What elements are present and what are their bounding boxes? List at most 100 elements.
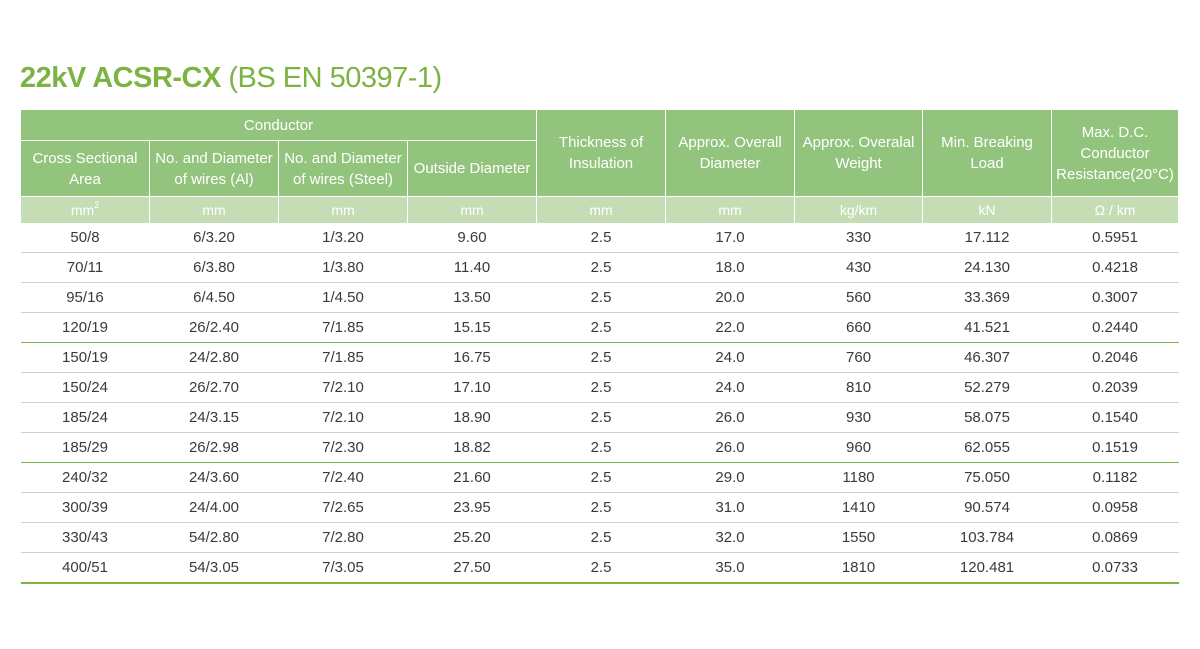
cell-weight: 1410	[794, 492, 923, 523]
cell-outside-diameter: 17.10	[407, 372, 537, 403]
cell-thickness: 2.5	[536, 432, 666, 463]
cell-wires-steel: 7/2.10	[278, 372, 408, 403]
unit-thickness: mm	[536, 196, 667, 223]
header-overall-diameter: Approx. Overall Diameter	[665, 110, 796, 197]
cell-overall-diameter: 20.0	[665, 282, 795, 313]
cell-resistance: 0.4218	[1051, 252, 1179, 283]
cell-wires-steel: 7/3.05	[278, 552, 408, 584]
cell-resistance: 0.5951	[1051, 223, 1179, 253]
cell-wires-steel: 7/2.40	[278, 462, 408, 493]
cell-wires-al: 6/4.50	[149, 282, 279, 313]
title-main: 22kV ACSR-CX	[20, 62, 221, 94]
units-row: mm2 mm mm mm mm mm kg/km kN Ω / km	[20, 196, 1180, 223]
cell-overall-diameter: 32.0	[665, 522, 795, 553]
table-row: 70/11 6/3.80 1/3.80 11.40 2.5 18.0 430 24.130 0.…	[20, 252, 1179, 283]
cell-weight: 1550	[794, 522, 923, 553]
cell-wires-steel: 1/3.20	[278, 223, 408, 253]
cell-area: 50/8	[20, 223, 150, 253]
cell-thickness: 2.5	[536, 522, 666, 553]
cell-overall-diameter: 26.0	[665, 432, 795, 463]
unit-wires-al: mm	[149, 196, 279, 223]
cell-thickness: 2.5	[536, 552, 666, 584]
table-row: 95/16 6/4.50 1/4.50 13.50 2.5 20.0 560 33.369 0.…	[20, 282, 1179, 313]
table-row: 185/29 26/2.98 7/2.30 18.82 2.5 26.0 960 62.055…	[20, 432, 1179, 463]
cell-overall-diameter: 24.0	[665, 342, 795, 373]
cell-wires-al: 6/3.20	[149, 223, 279, 253]
cell-overall-diameter: 26.0	[665, 402, 795, 433]
cell-overall-diameter: 31.0	[665, 492, 795, 523]
table-row: 50/8 6/3.20 1/3.20 9.60 2.5 17.0 330 17.112 0.59…	[20, 223, 1179, 253]
cell-breaking-load: 103.784	[922, 522, 1052, 553]
cell-weight: 760	[794, 342, 923, 373]
cell-wires-al: 26/2.98	[149, 432, 279, 463]
cell-breaking-load: 62.055	[922, 432, 1052, 463]
cell-outside-diameter: 23.95	[407, 492, 537, 523]
cell-wires-steel: 7/2.30	[278, 432, 408, 463]
cell-outside-diameter: 16.75	[407, 342, 537, 373]
header-wires-steel: No. and Diameter of wires (Steel)	[278, 140, 408, 197]
cell-resistance: 0.0958	[1051, 492, 1179, 523]
cell-thickness: 2.5	[536, 312, 666, 343]
title-standard: (BS EN 50397-1)	[228, 62, 442, 94]
spec-table: Conductor Thickness of Insulation Approx…	[19, 110, 1180, 584]
cell-overall-diameter: 29.0	[665, 462, 795, 493]
cell-thickness: 2.5	[536, 223, 666, 253]
header-thickness: Thickness of Insulation	[536, 110, 667, 197]
unit-wires-steel: mm	[278, 196, 408, 223]
cell-area: 70/11	[20, 252, 150, 283]
cell-thickness: 2.5	[536, 372, 666, 403]
cell-wires-steel: 7/2.65	[278, 492, 408, 523]
page-title: 22kV ACSR-CX (BS EN 50397-1)	[20, 62, 442, 95]
cell-wires-al: 24/3.60	[149, 462, 279, 493]
cell-breaking-load: 41.521	[922, 312, 1052, 343]
cell-wires-al: 54/3.05	[149, 552, 279, 584]
cell-area: 185/24	[20, 402, 150, 433]
unit-overall-diameter: mm	[665, 196, 796, 223]
cell-breaking-load: 33.369	[922, 282, 1052, 313]
cell-wires-al: 24/2.80	[149, 342, 279, 373]
cell-resistance: 0.1182	[1051, 462, 1179, 493]
cell-wires-steel: 7/2.10	[278, 402, 408, 433]
cell-outside-diameter: 18.90	[407, 402, 537, 433]
unit-area: mm2	[20, 196, 150, 223]
cell-breaking-load: 90.574	[922, 492, 1052, 523]
cell-outside-diameter: 15.15	[407, 312, 537, 343]
cell-thickness: 2.5	[536, 462, 666, 493]
cell-resistance: 0.1519	[1051, 432, 1179, 463]
cell-outside-diameter: 13.50	[407, 282, 537, 313]
cell-wires-al: 24/4.00	[149, 492, 279, 523]
cell-thickness: 2.5	[536, 282, 666, 313]
table-row: 120/19 26/2.40 7/1.85 15.15 2.5 22.0 660 41.521…	[20, 312, 1179, 343]
table-body: 50/8 6/3.20 1/3.20 9.60 2.5 17.0 330 17.112 0.59…	[20, 223, 1179, 584]
table-row: 330/43 54/2.80 7/2.80 25.20 2.5 32.0 1550 103.7…	[20, 522, 1179, 553]
cell-wires-steel: 7/1.85	[278, 342, 408, 373]
header-conductor: Conductor	[19, 110, 538, 142]
cell-breaking-load: 52.279	[922, 372, 1052, 403]
header-breaking-load: Min. Breaking Load	[922, 110, 1053, 197]
header-wires-al: No. and Diameter of wires (Al)	[149, 140, 279, 197]
table-row: 400/51 54/3.05 7/3.05 27.50 2.5 35.0 1810 120.4…	[20, 552, 1179, 584]
cell-weight: 330	[794, 223, 923, 253]
cell-outside-diameter: 21.60	[407, 462, 537, 493]
cell-outside-diameter: 18.82	[407, 432, 537, 463]
cell-breaking-load: 24.130	[922, 252, 1052, 283]
cell-overall-diameter: 18.0	[665, 252, 795, 283]
table-row: 185/24 24/3.15 7/2.10 18.90 2.5 26.0 930 58.075…	[20, 402, 1179, 433]
header-row-group: Conductor Thickness of Insulation Approx…	[19, 110, 1180, 197]
cell-wires-al: 24/3.15	[149, 402, 279, 433]
cell-wires-steel: 1/3.80	[278, 252, 408, 283]
table-row: 300/39 24/4.00 7/2.65 23.95 2.5 31.0 1410 90.57…	[20, 492, 1179, 523]
cell-resistance: 0.2046	[1051, 342, 1179, 373]
cell-wires-steel: 7/2.80	[278, 522, 408, 553]
cell-resistance: 0.2440	[1051, 312, 1179, 343]
unit-weight: kg/km	[794, 196, 924, 223]
cell-outside-diameter: 9.60	[407, 223, 537, 253]
header-row-sub: Cross Sectional Area No. and Diameter of…	[20, 140, 1179, 197]
cell-breaking-load: 120.481	[922, 552, 1052, 584]
cell-breaking-load: 75.050	[922, 462, 1052, 493]
header-overall-weight: Approx. Overalal Weight	[794, 110, 924, 197]
cell-thickness: 2.5	[536, 342, 666, 373]
cell-thickness: 2.5	[536, 492, 666, 523]
cell-weight: 1180	[794, 462, 923, 493]
cell-thickness: 2.5	[536, 252, 666, 283]
